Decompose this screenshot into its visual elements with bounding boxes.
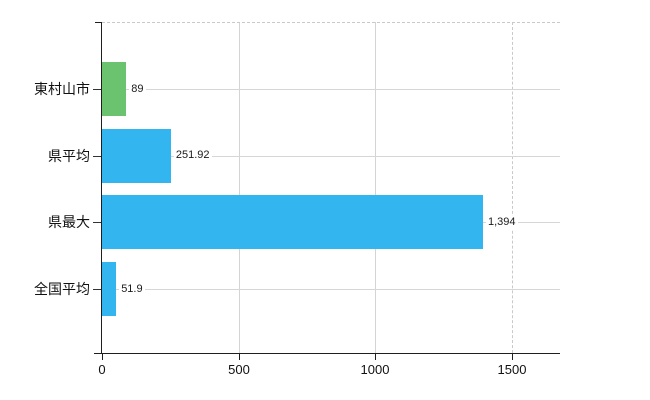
x-tick-label: 500 bbox=[228, 362, 250, 377]
category-tick bbox=[93, 156, 101, 157]
x-tick-0 bbox=[102, 354, 103, 360]
value-label: 89 bbox=[129, 83, 146, 96]
x-tick-1500 bbox=[512, 354, 513, 360]
x-gridline-1500 bbox=[512, 22, 513, 353]
x-tick-label: 1500 bbox=[497, 362, 527, 377]
y-axis-line bbox=[101, 22, 102, 353]
x-tick-label: 1000 bbox=[360, 362, 390, 377]
plot-top-border bbox=[102, 22, 560, 23]
value-label: 251.92 bbox=[173, 149, 212, 162]
bar-全国平均[interactable] bbox=[102, 262, 117, 316]
category-label: 東村山市 bbox=[34, 81, 90, 97]
x-gridline-500 bbox=[238, 22, 240, 353]
category-label: 全国平均 bbox=[34, 281, 90, 297]
x-axis-line bbox=[94, 353, 560, 354]
x-tick-label: 0 bbox=[98, 362, 106, 377]
category-label: 県最大 bbox=[48, 214, 90, 230]
row-gridline bbox=[102, 289, 560, 290]
category-label: 県平均 bbox=[48, 148, 90, 164]
category-tick bbox=[93, 89, 101, 90]
category-tick bbox=[93, 222, 101, 223]
value-label: 51.9 bbox=[119, 283, 145, 296]
bar-県平均[interactable] bbox=[102, 129, 171, 183]
x-gridline-1000 bbox=[375, 22, 377, 353]
bar-東村山市[interactable] bbox=[102, 62, 127, 116]
category-tick bbox=[93, 289, 101, 290]
y-axis-top-cap bbox=[95, 22, 102, 23]
x-tick-500 bbox=[239, 354, 240, 360]
row-gridline bbox=[102, 156, 560, 157]
row-gridline bbox=[102, 89, 560, 90]
value-label: 1,394 bbox=[486, 216, 518, 229]
bar-県最大[interactable] bbox=[102, 195, 483, 249]
x-tick-1000 bbox=[375, 354, 376, 360]
